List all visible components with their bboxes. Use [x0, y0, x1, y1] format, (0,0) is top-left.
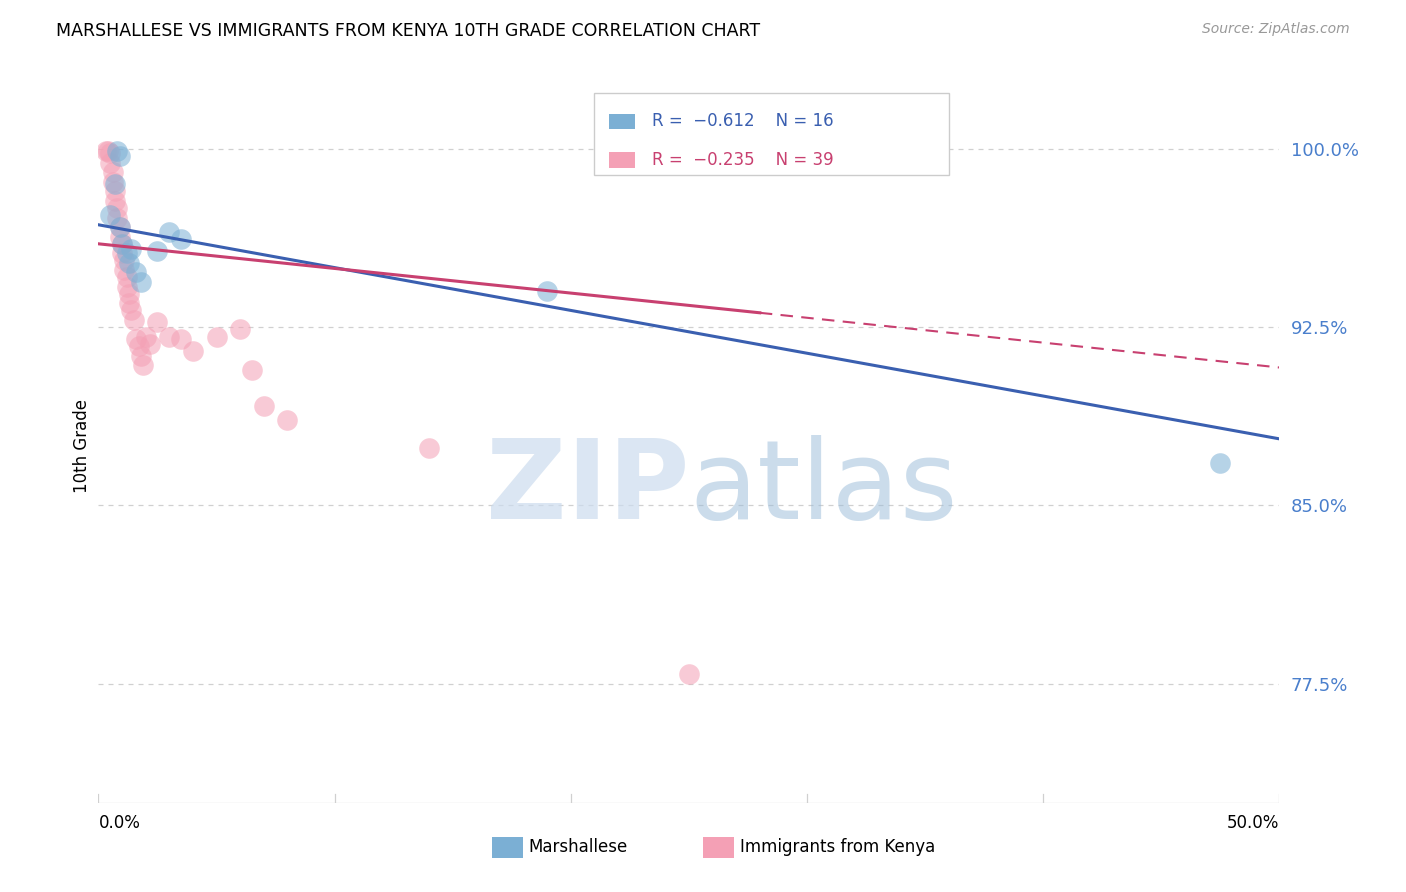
Point	[132, 358, 155, 372]
Point	[112, 253, 135, 268]
Point	[157, 329, 180, 343]
Point	[121, 303, 143, 318]
Point	[118, 286, 141, 301]
Point	[418, 442, 440, 456]
Point	[108, 220, 131, 235]
Point	[115, 246, 138, 260]
Point	[205, 329, 228, 343]
Point	[108, 220, 131, 235]
Point	[105, 144, 128, 158]
Point	[253, 399, 276, 413]
Point	[170, 332, 193, 346]
Point	[101, 175, 124, 189]
Text: MARSHALLESE VS IMMIGRANTS FROM KENYA 10TH GRADE CORRELATION CHART: MARSHALLESE VS IMMIGRANTS FROM KENYA 10T…	[56, 22, 761, 40]
Point	[112, 263, 135, 277]
Point	[181, 343, 204, 358]
Y-axis label: 10th Grade: 10th Grade	[73, 399, 91, 493]
Point	[105, 211, 128, 225]
Point	[125, 265, 148, 279]
Text: 50.0%: 50.0%	[1227, 814, 1279, 831]
Point	[135, 329, 157, 343]
Point	[118, 256, 141, 270]
Point	[146, 315, 169, 329]
Text: 0.0%: 0.0%	[98, 814, 141, 831]
Text: R =  −0.612    N = 16: R = −0.612 N = 16	[652, 112, 834, 130]
Point	[111, 236, 134, 251]
Point	[115, 279, 138, 293]
Point	[98, 156, 121, 170]
Text: atlas: atlas	[689, 435, 957, 542]
Point	[128, 339, 150, 353]
Text: Source: ZipAtlas.com: Source: ZipAtlas.com	[1202, 22, 1350, 37]
Point	[240, 363, 263, 377]
Point	[121, 242, 143, 256]
Point	[276, 413, 298, 427]
Point	[146, 244, 169, 258]
Point	[108, 229, 131, 244]
Point	[111, 246, 134, 260]
FancyBboxPatch shape	[609, 113, 634, 129]
Point	[125, 332, 148, 346]
FancyBboxPatch shape	[595, 93, 949, 175]
Point	[104, 194, 127, 208]
Point	[157, 225, 180, 239]
Point	[104, 185, 127, 199]
Text: ZIP: ZIP	[485, 435, 689, 542]
Point	[122, 313, 145, 327]
Point	[118, 296, 141, 310]
Point	[94, 144, 117, 158]
Point	[101, 165, 124, 179]
Text: Immigrants from Kenya: Immigrants from Kenya	[740, 838, 935, 856]
Point	[139, 336, 162, 351]
Text: R =  −0.235    N = 39: R = −0.235 N = 39	[652, 151, 834, 169]
Point	[111, 236, 134, 251]
Point	[1209, 456, 1232, 470]
Point	[678, 667, 700, 681]
Point	[536, 285, 558, 299]
Point	[108, 149, 131, 163]
Point	[115, 270, 138, 285]
Point	[104, 178, 127, 192]
Point	[98, 146, 121, 161]
Point	[129, 275, 152, 289]
FancyBboxPatch shape	[609, 153, 634, 168]
Point	[97, 144, 120, 158]
Point	[105, 201, 128, 215]
Point	[170, 232, 193, 246]
Text: Marshallese: Marshallese	[529, 838, 628, 856]
Point	[98, 208, 121, 222]
Point	[229, 322, 252, 336]
Point	[129, 349, 152, 363]
